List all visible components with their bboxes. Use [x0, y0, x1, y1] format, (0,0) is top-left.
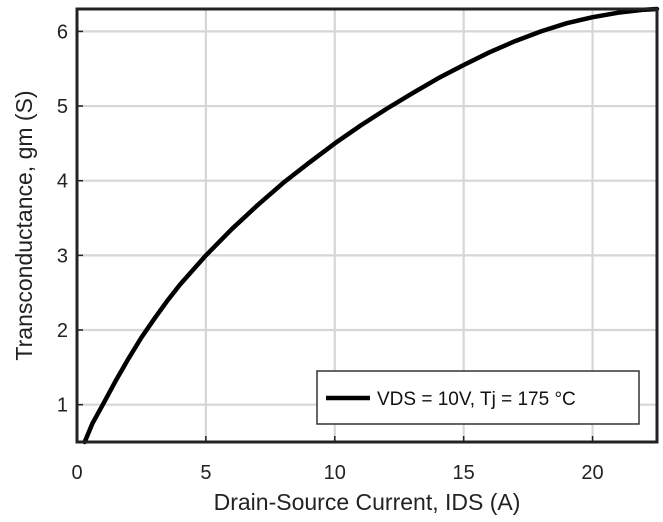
- series-layer: [82, 6, 660, 445]
- y-tick-label: 3: [57, 245, 68, 267]
- y-tick-label: 6: [57, 21, 68, 43]
- y-tick-label: 4: [57, 171, 68, 193]
- legend: VDS = 10V, Tj = 175 °C: [316, 370, 640, 425]
- y-tick-label: 2: [57, 320, 68, 342]
- plot-frame: [75, 7, 659, 444]
- x-tick-label: 15: [453, 462, 475, 484]
- x-tick-label: 20: [581, 462, 603, 484]
- x-tick-label: 10: [324, 462, 346, 484]
- x-tick-label: 0: [71, 462, 82, 484]
- x-axis-label: Drain-Source Current, IDS (A): [214, 489, 521, 515]
- y-axis-label: Transconductance, gm (S): [11, 90, 37, 360]
- y-tick-label: 1: [57, 395, 68, 417]
- x-tick-label: 5: [200, 462, 211, 484]
- y-tick-label: 5: [57, 96, 68, 118]
- legend-entry-label: VDS = 10V, Tj = 175 °C: [377, 389, 576, 410]
- legend-box: [316, 370, 640, 425]
- series-line: [82, 6, 660, 445]
- frame-layer: [75, 7, 659, 444]
- tick-layer: 0 5 10 15 20 1 2 3 4 5 6: [57, 21, 604, 484]
